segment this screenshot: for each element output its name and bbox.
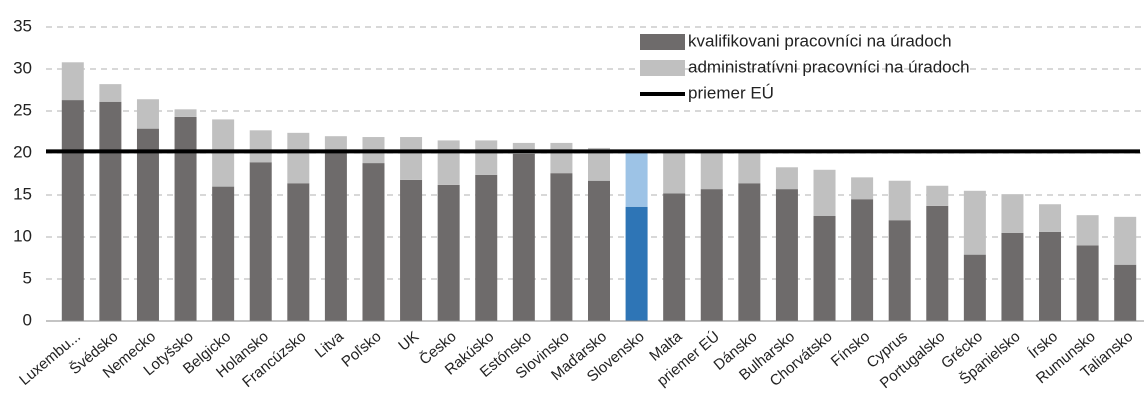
bar-segment xyxy=(437,184,460,321)
bar-segment xyxy=(700,189,723,321)
bar-segment xyxy=(926,205,949,321)
bar-segment xyxy=(851,177,874,200)
bar-segment xyxy=(324,153,347,321)
bar-segment xyxy=(249,162,272,321)
bar-segment xyxy=(437,140,460,185)
y-tick-label: 10 xyxy=(13,226,32,245)
bar-segment xyxy=(512,142,535,154)
bar-segment xyxy=(400,179,423,321)
bar-segment xyxy=(1039,204,1062,232)
y-tick-label: 5 xyxy=(23,268,32,287)
legend-swatch xyxy=(640,60,685,76)
bar-segment xyxy=(136,99,159,129)
bar-segment xyxy=(963,254,986,321)
bar-segment xyxy=(663,193,686,321)
bar-segment xyxy=(475,140,498,175)
bar-segment xyxy=(550,142,573,174)
bar-segment xyxy=(174,116,197,321)
bar-segment xyxy=(249,130,272,163)
bar-segment xyxy=(663,153,686,194)
y-tick-label: 35 xyxy=(13,16,32,35)
bar-segment xyxy=(512,153,535,321)
bar-segment xyxy=(61,100,84,321)
bar-segment xyxy=(99,101,122,321)
bar-segment xyxy=(174,109,197,117)
bar-segment xyxy=(287,183,310,321)
bar-segment xyxy=(888,220,911,321)
bar-segment xyxy=(550,173,573,321)
legend-label: kvalifikovani pracovníci na úradoch xyxy=(688,31,952,50)
bar-segment xyxy=(212,186,235,321)
y-tick-label: 15 xyxy=(13,184,32,203)
bar-segment xyxy=(963,190,986,255)
bar-segment xyxy=(1001,194,1024,233)
bar-segment xyxy=(813,169,836,216)
bar-segment xyxy=(738,153,761,184)
bar-segment xyxy=(1039,231,1062,321)
bar-segment xyxy=(400,137,423,180)
bar-segment xyxy=(324,136,347,153)
bar-segment xyxy=(588,180,610,321)
bar-segment xyxy=(775,189,798,321)
bar-segment xyxy=(775,167,798,190)
y-tick-label: 30 xyxy=(13,58,32,77)
bar-segment xyxy=(888,180,911,221)
bar-segment xyxy=(1076,215,1099,246)
bar-segment xyxy=(700,153,723,190)
bar-segment xyxy=(1001,232,1024,321)
bar-segment xyxy=(588,147,610,181)
x-tick-label: Fínsko xyxy=(828,328,873,370)
y-tick-label: 0 xyxy=(23,310,32,329)
y-tick-label: 20 xyxy=(13,142,32,161)
legend-label: administratívni pracovníci na úradoch xyxy=(688,57,970,76)
bar-segment xyxy=(851,199,874,321)
bar-segment xyxy=(99,84,122,102)
bar-segment xyxy=(1114,216,1137,265)
bar-segment xyxy=(625,206,648,321)
bar-segment xyxy=(813,216,836,321)
bar-segment xyxy=(1076,245,1099,321)
bar-segment xyxy=(926,185,949,206)
bar-segment xyxy=(738,183,761,321)
bar-segment xyxy=(287,132,310,184)
bar-segment xyxy=(1114,264,1137,321)
bar-segment xyxy=(362,163,385,321)
bar-segment xyxy=(475,174,498,321)
bar-segment xyxy=(625,153,648,207)
bar-segment xyxy=(136,128,159,321)
legend-swatch xyxy=(640,34,685,50)
x-tick-label: UK xyxy=(395,328,422,354)
y-tick-label: 25 xyxy=(13,100,32,119)
bar-segment xyxy=(61,62,84,101)
x-tick-label: Poľsko xyxy=(338,328,384,371)
legend-label: priemer EÚ xyxy=(688,83,774,102)
